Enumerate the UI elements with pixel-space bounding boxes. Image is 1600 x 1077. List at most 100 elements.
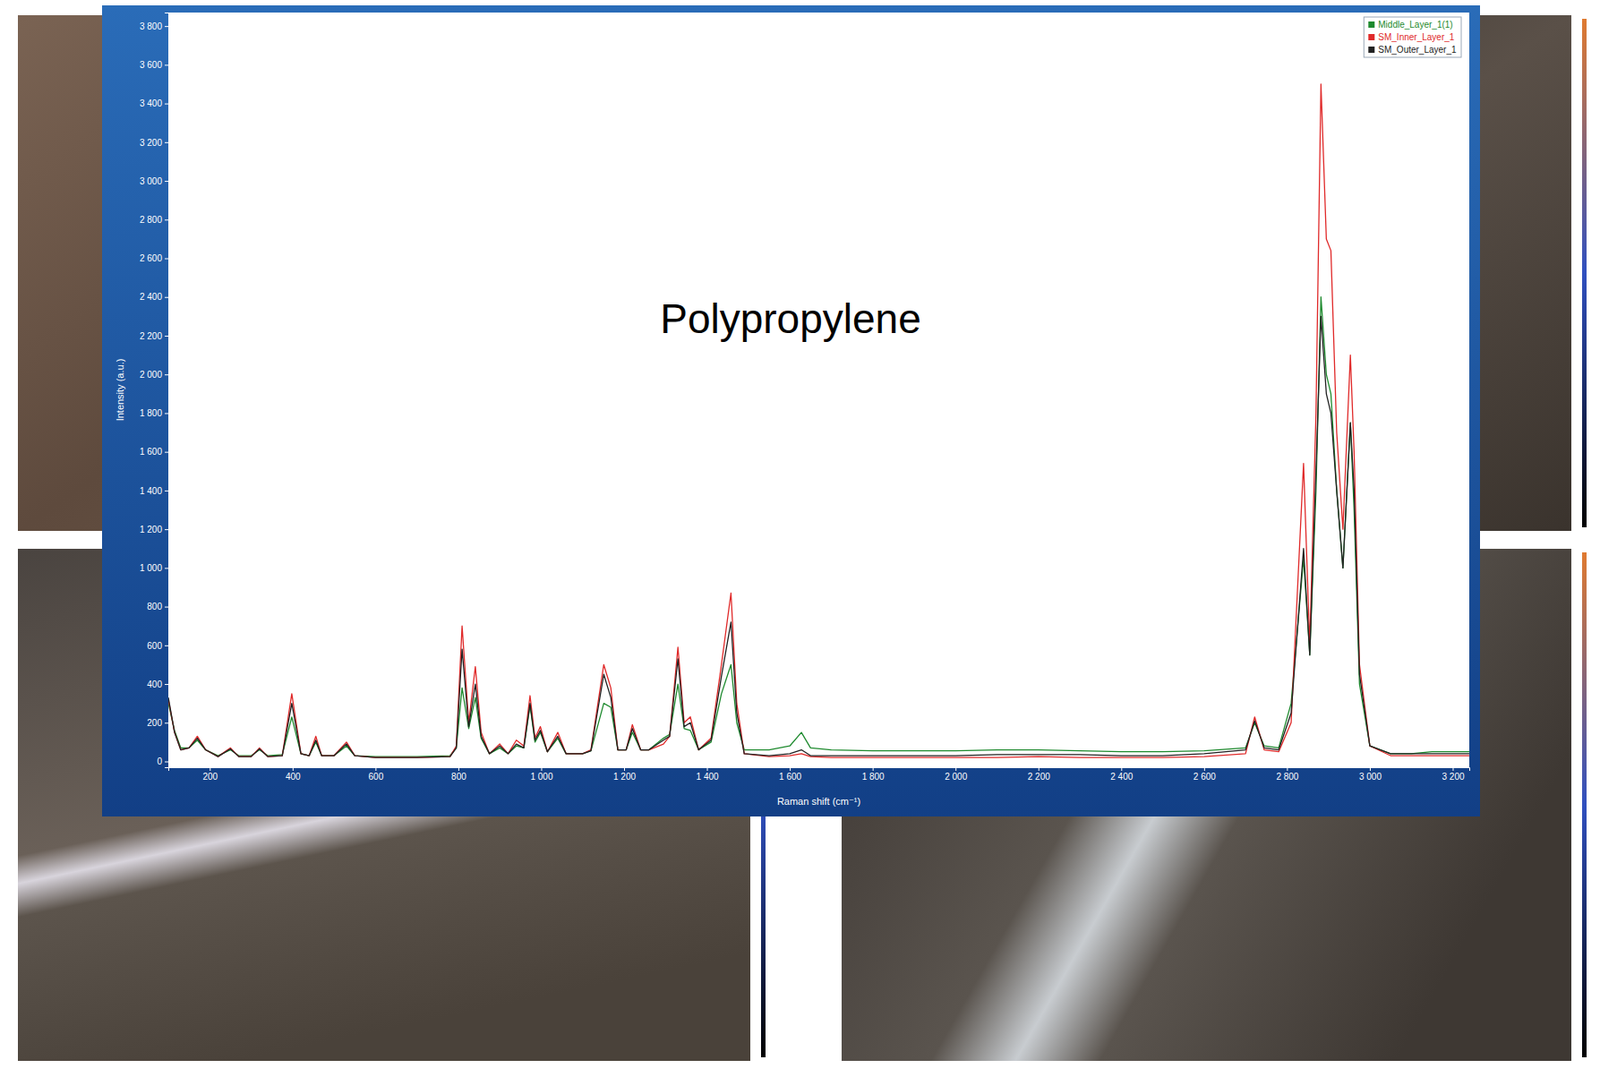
spectrum-line: [168, 297, 1470, 757]
tick-label: 800: [146, 601, 163, 612]
tick: 2 000: [944, 767, 967, 782]
x-axis: 2004006008001 0001 2001 4001 6001 8002 0…: [169, 767, 1471, 782]
tick-mark: [164, 142, 169, 144]
tick: 200: [146, 718, 169, 728]
tick: 3 000: [139, 176, 169, 187]
tick-mark: [164, 258, 169, 260]
y-axis-title: Intensity (a.u.): [114, 359, 126, 422]
tick: 1 400: [696, 767, 719, 782]
tick-label: 3 200: [1441, 771, 1464, 782]
tick: 200: [202, 767, 218, 782]
tick-label: 1 800: [862, 771, 885, 782]
tick-label: 600: [146, 641, 163, 651]
tick-mark: [375, 767, 377, 771]
axis-line: [164, 13, 170, 769]
tick-label: 600: [368, 771, 385, 782]
tick: 400: [146, 679, 169, 690]
tick-mark: [164, 761, 169, 763]
tick-mark: [164, 103, 169, 105]
tick-mark: [164, 567, 169, 569]
tick-label: 200: [146, 718, 163, 728]
tick-mark: [292, 767, 294, 771]
legend-marker: [1368, 46, 1375, 53]
tick: 600: [368, 767, 385, 782]
plot-area: [168, 12, 1470, 768]
tick-label: 2 000: [944, 771, 967, 782]
tick: 800: [451, 767, 467, 782]
chart-frame: [102, 5, 1481, 817]
tick-mark: [164, 180, 169, 182]
spectrum-line: [168, 84, 1470, 758]
tick-mark: [458, 767, 460, 771]
tick-label: 800: [451, 771, 467, 782]
tick: 3 200: [1441, 767, 1464, 782]
tick-mark: [955, 767, 957, 771]
tick-mark: [789, 767, 791, 771]
lines: [168, 84, 1470, 758]
tick-label: 2 200: [139, 331, 163, 342]
tick-label: 2 800: [1275, 771, 1299, 782]
tick: 2 400: [139, 291, 169, 302]
tick: 1 400: [139, 486, 169, 497]
y-axis: 0 200 400 600 800 1 000 1 200 1 400 1 600 1 800 2 …: [139, 13, 170, 769]
tick-label: 1 000: [530, 771, 553, 782]
tick-label: 1 400: [139, 486, 163, 497]
tick-label: 400: [146, 679, 163, 690]
legend-marker: [1368, 21, 1375, 28]
spectrum-line: [168, 316, 1470, 758]
tick-label: 1 000: [139, 563, 163, 574]
tick-mark: [624, 767, 625, 771]
tick-mark: [164, 684, 169, 685]
legend-item: Middle_Layer_1(1): [1368, 19, 1453, 30]
tick-mark: [540, 767, 542, 771]
tick-label: 3 000: [139, 176, 163, 187]
tick-mark: [164, 490, 169, 492]
tick-label: 0: [156, 756, 163, 767]
tick-label: 3 400: [139, 98, 163, 109]
tick-mark: [164, 297, 169, 299]
tick-label: 2 200: [1027, 771, 1051, 782]
tick: 1 600: [778, 767, 802, 782]
tick: 3 200: [139, 137, 169, 148]
tick-mark: [1452, 767, 1454, 771]
tick-mark: [1204, 767, 1206, 771]
legend-label: SM_Outer_Layer_1: [1377, 44, 1457, 55]
tick-mark: [164, 374, 169, 376]
tick-mark: [707, 767, 709, 771]
tick: 1 000: [139, 563, 169, 574]
tick-label: 2 600: [139, 253, 163, 264]
tick: 2 200: [139, 331, 169, 342]
legend-item: SM_Outer_Layer_1: [1368, 44, 1457, 55]
axis-line: [169, 768, 1471, 772]
tick-mark: [164, 25, 169, 27]
tick: 2 600: [1193, 767, 1216, 782]
tick-mark: [1286, 767, 1288, 771]
tick: 1 200: [139, 524, 169, 535]
tick: 2 800: [139, 214, 169, 225]
tick-label: 3 800: [139, 21, 163, 32]
tick: 1 800: [862, 767, 885, 782]
legend-label: Middle_Layer_1(1): [1377, 19, 1453, 30]
tick: 3 600: [139, 59, 169, 70]
tick-label: 2 600: [1193, 771, 1216, 782]
legend-label: SM_Inner_Layer_1: [1377, 32, 1455, 43]
tick-label: 1 400: [696, 771, 719, 782]
tick-label: 2 400: [139, 291, 163, 302]
tick: 1 600: [139, 446, 169, 457]
tick-mark: [1120, 767, 1122, 771]
tick: 1 800: [139, 408, 169, 419]
tick-label: 3 200: [139, 137, 163, 148]
tick: 3 000: [1359, 767, 1382, 782]
tick: 1 000: [530, 767, 553, 782]
tick-mark: [164, 412, 169, 414]
tick: 2 000: [139, 369, 169, 380]
legend-marker: [1368, 34, 1375, 41]
tick-label: 2 800: [139, 214, 163, 225]
tick-mark: [1369, 767, 1371, 771]
tick-mark: [164, 722, 169, 724]
tick: 600: [146, 641, 169, 651]
tick-mark: [164, 335, 169, 337]
tick-label: 400: [285, 771, 301, 782]
tick-label: 3 600: [139, 59, 163, 70]
page: 200 400 600 800 1 000 1 200 1 400 1 600 1 800 2 0…: [0, 0, 1600, 1077]
